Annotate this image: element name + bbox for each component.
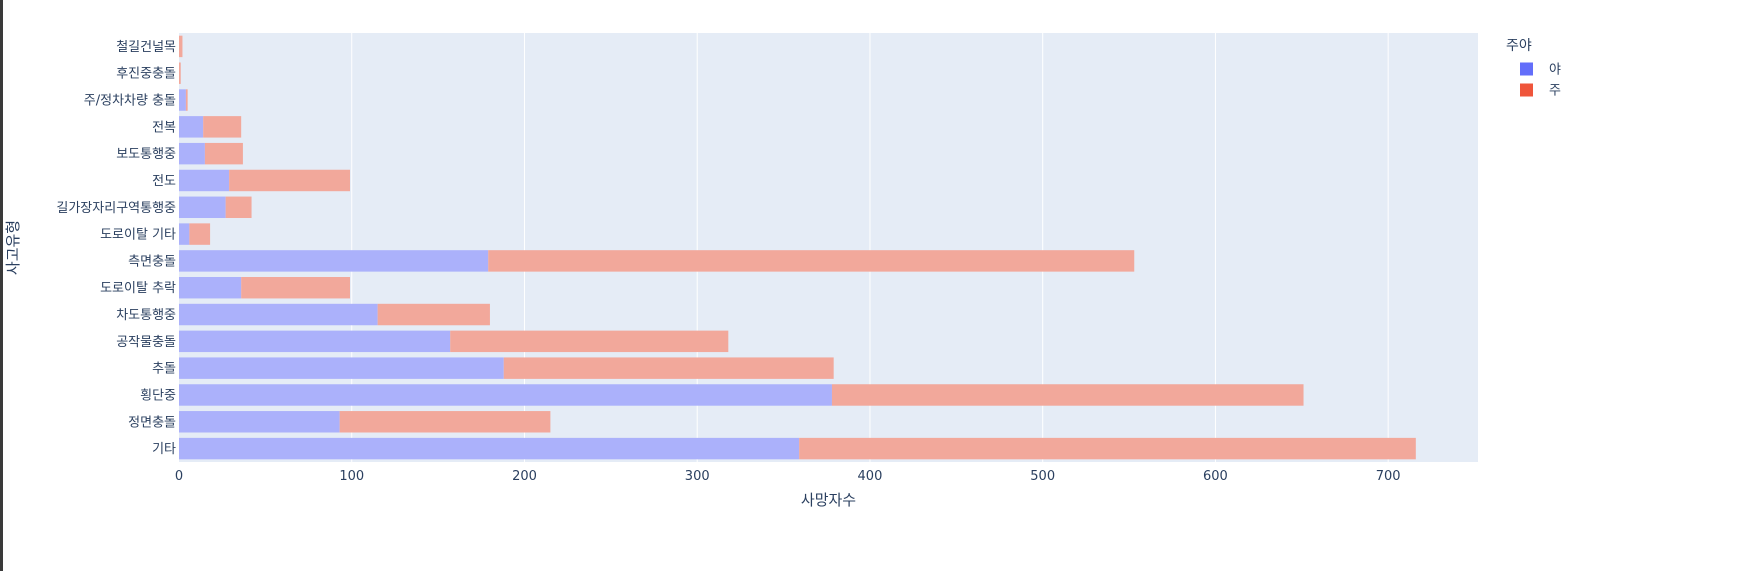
bar-day bbox=[503, 357, 834, 379]
bar-day bbox=[488, 250, 1135, 272]
window-edge bbox=[0, 0, 3, 571]
x-tick-label: 700 bbox=[1376, 469, 1401, 484]
bar-night bbox=[179, 223, 190, 245]
bar-night bbox=[179, 250, 489, 272]
y-tick-label: 후진중충돌 bbox=[116, 67, 176, 82]
y-tick-label: 측면충돌 bbox=[128, 254, 176, 269]
y-tick-label: 도로이탈 기타 bbox=[100, 228, 176, 243]
bar-day bbox=[179, 62, 181, 84]
bar-day bbox=[189, 223, 211, 245]
y-tick-label: 정면충돌 bbox=[128, 415, 176, 430]
y-tick-label: 전도 bbox=[152, 174, 176, 189]
bar-day bbox=[229, 169, 351, 192]
y-tick-label: 공작물충돌 bbox=[116, 335, 176, 350]
x-tick-label: 0 bbox=[175, 469, 183, 484]
y-tick-label: 철길건널목 bbox=[116, 40, 176, 55]
y-axis-title: 사고유형 bbox=[4, 220, 22, 275]
y-tick-label: 길가장자리구역통행중 bbox=[56, 200, 176, 216]
bar-night bbox=[179, 116, 204, 138]
legend-label: 주 bbox=[1549, 84, 1561, 99]
x-tick-label: 100 bbox=[339, 469, 364, 484]
legend-swatch bbox=[1520, 62, 1533, 76]
y-tick-label: 차도통행중 bbox=[116, 307, 176, 323]
bar-day bbox=[377, 303, 490, 326]
bar-day bbox=[241, 276, 351, 299]
legend: 야주 bbox=[1520, 62, 1561, 99]
bar-night bbox=[179, 142, 205, 165]
y-tick-label: 보도통행중 bbox=[116, 146, 176, 162]
y-tick-label: 전복 bbox=[152, 120, 176, 135]
bar-day bbox=[831, 384, 1304, 406]
legend-swatch bbox=[1520, 83, 1533, 97]
x-tick-label: 400 bbox=[858, 469, 883, 484]
y-tick-label: 기타 bbox=[152, 442, 176, 457]
bar-night bbox=[179, 357, 504, 379]
bar-night bbox=[179, 303, 378, 326]
bar-day bbox=[204, 142, 243, 165]
bar-night bbox=[179, 437, 800, 460]
bar-night bbox=[179, 384, 832, 406]
bar-day bbox=[225, 196, 252, 219]
bar-day bbox=[339, 411, 551, 433]
bar-day bbox=[450, 330, 729, 353]
x-tick-label: 600 bbox=[1203, 469, 1228, 484]
y-tick-label: 주/정차차량 충돌 bbox=[84, 94, 176, 109]
bar-day bbox=[799, 437, 1416, 460]
bar-night bbox=[179, 196, 226, 219]
y-tick-label: 도로이탈 추락 bbox=[100, 281, 176, 296]
y-tick-label: 횡단중 bbox=[140, 388, 176, 403]
legend-label: 야 bbox=[1549, 63, 1561, 78]
x-tick-labels: 0 100 200 300 400 500 600 700 bbox=[175, 469, 1401, 484]
y-tick-labels: 기타 정면충돌 횡단중 추돌 공작물충돌 차도통행중 도로이탈 추락 측면충돌 도로이탈 기타 길… bbox=[56, 40, 176, 457]
x-tick-label: 200 bbox=[512, 469, 537, 484]
bar-night bbox=[179, 89, 186, 111]
bar-day bbox=[203, 116, 242, 138]
bar-day bbox=[185, 89, 188, 111]
bars bbox=[179, 35, 1416, 460]
bar-day bbox=[179, 35, 183, 58]
x-tick-label: 500 bbox=[1030, 469, 1055, 484]
bar-night bbox=[179, 169, 230, 192]
y-tick-label: 추돌 bbox=[152, 362, 176, 377]
bar-night bbox=[179, 276, 242, 299]
bar-night bbox=[179, 330, 451, 353]
bar-night bbox=[179, 411, 340, 433]
x-tick-label: 300 bbox=[685, 469, 710, 484]
legend-title: 주야 bbox=[1506, 38, 1532, 54]
x-axis-title: 사망자수 bbox=[801, 491, 856, 509]
